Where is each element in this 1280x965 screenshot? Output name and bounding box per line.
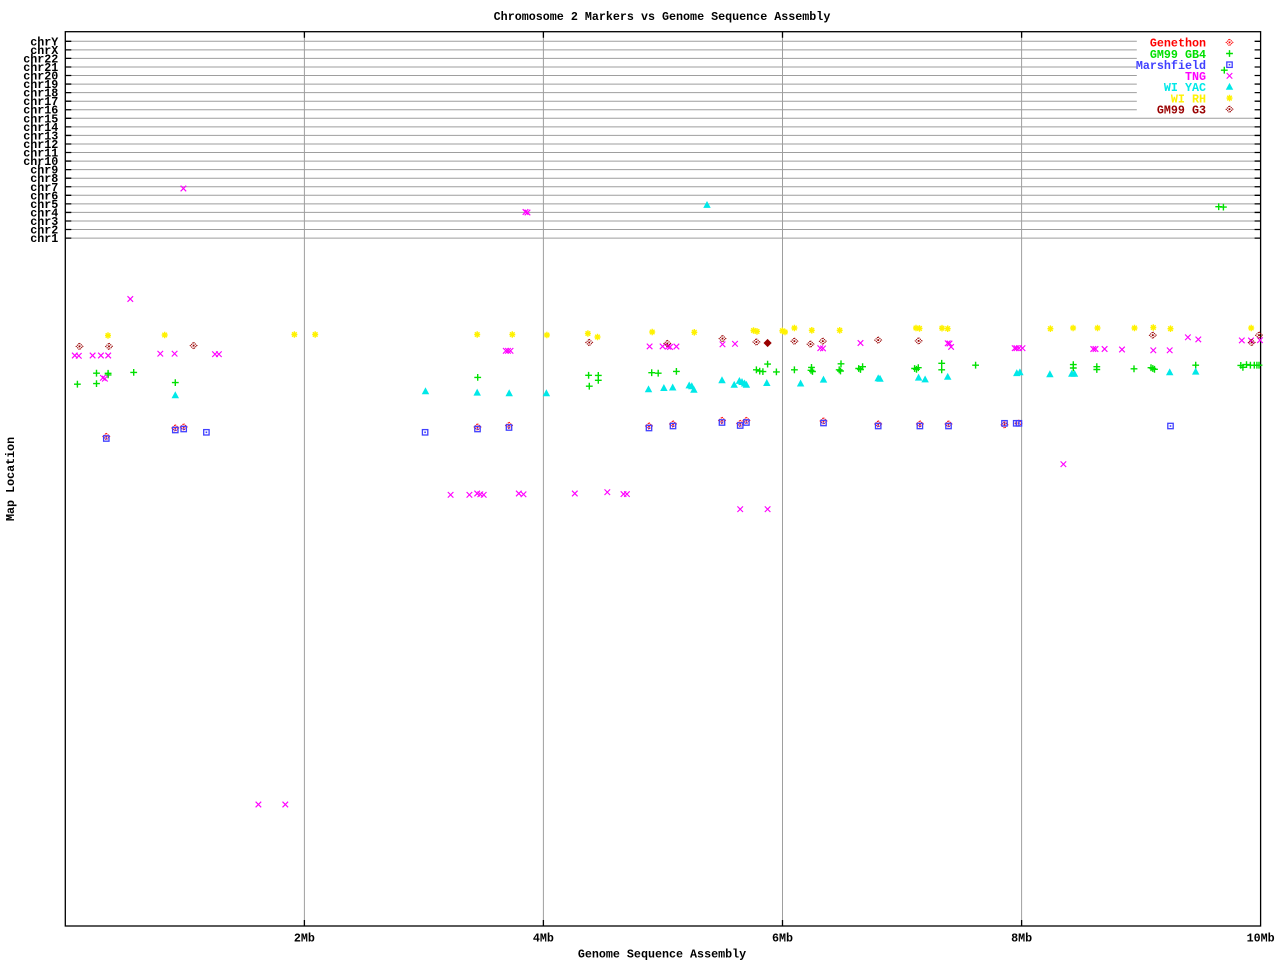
svg-text:TNG: TNG [1185, 70, 1206, 84]
svg-text:chr2: chr2 [30, 224, 58, 238]
svg-text:chr20: chr20 [23, 70, 58, 84]
svg-text:chr14: chr14 [23, 121, 58, 135]
svg-text:chr16: chr16 [23, 104, 58, 118]
svg-text:10Mb: 10Mb [1247, 932, 1275, 946]
svg-text:Marshfield: Marshfield [1136, 59, 1206, 73]
svg-text:WI RH: WI RH [1171, 92, 1206, 106]
svg-text:2Mb: 2Mb [294, 932, 315, 946]
svg-text:chr1: chr1 [30, 232, 58, 246]
svg-text:4Mb: 4Mb [533, 932, 554, 946]
svg-text:GM99 GB4: GM99 GB4 [1150, 48, 1206, 62]
svg-text:Map Location: Map Location [4, 437, 18, 521]
svg-text:chrX: chrX [30, 44, 59, 58]
svg-text:chr10: chr10 [23, 155, 58, 169]
svg-text:chr5: chr5 [30, 198, 58, 212]
svg-text:WI YAC: WI YAC [1164, 81, 1206, 95]
svg-text:chr21: chr21 [23, 61, 58, 75]
svg-text:Chromosome 2 Markers vs Genome: Chromosome 2 Markers vs Genome Sequence … [494, 10, 831, 24]
svg-text:Genome Sequence Assembly: Genome Sequence Assembly [578, 948, 746, 961]
svg-text:chr15: chr15 [23, 112, 58, 126]
svg-text:chr3: chr3 [30, 215, 58, 229]
svg-text:chr4: chr4 [30, 206, 58, 220]
svg-text:chr12: chr12 [23, 138, 58, 152]
svg-text:chr11: chr11 [23, 147, 58, 161]
svg-text:chr13: chr13 [23, 129, 58, 143]
svg-text:chr19: chr19 [23, 78, 58, 92]
svg-text:chr8: chr8 [30, 172, 58, 186]
svg-text:chr6: chr6 [30, 189, 58, 203]
svg-text:chr18: chr18 [23, 87, 58, 101]
svg-text:8Mb: 8Mb [1011, 932, 1032, 946]
svg-text:chr17: chr17 [23, 95, 58, 109]
svg-text:chr9: chr9 [30, 164, 58, 178]
svg-text:chr22: chr22 [23, 52, 58, 66]
svg-text:chr7: chr7 [30, 181, 58, 195]
svg-text:Genethon: Genethon [1150, 37, 1206, 51]
svg-text:GM99 G3: GM99 G3 [1157, 104, 1206, 118]
svg-text:6Mb: 6Mb [772, 932, 793, 946]
svg-text:chrY: chrY [30, 35, 58, 49]
